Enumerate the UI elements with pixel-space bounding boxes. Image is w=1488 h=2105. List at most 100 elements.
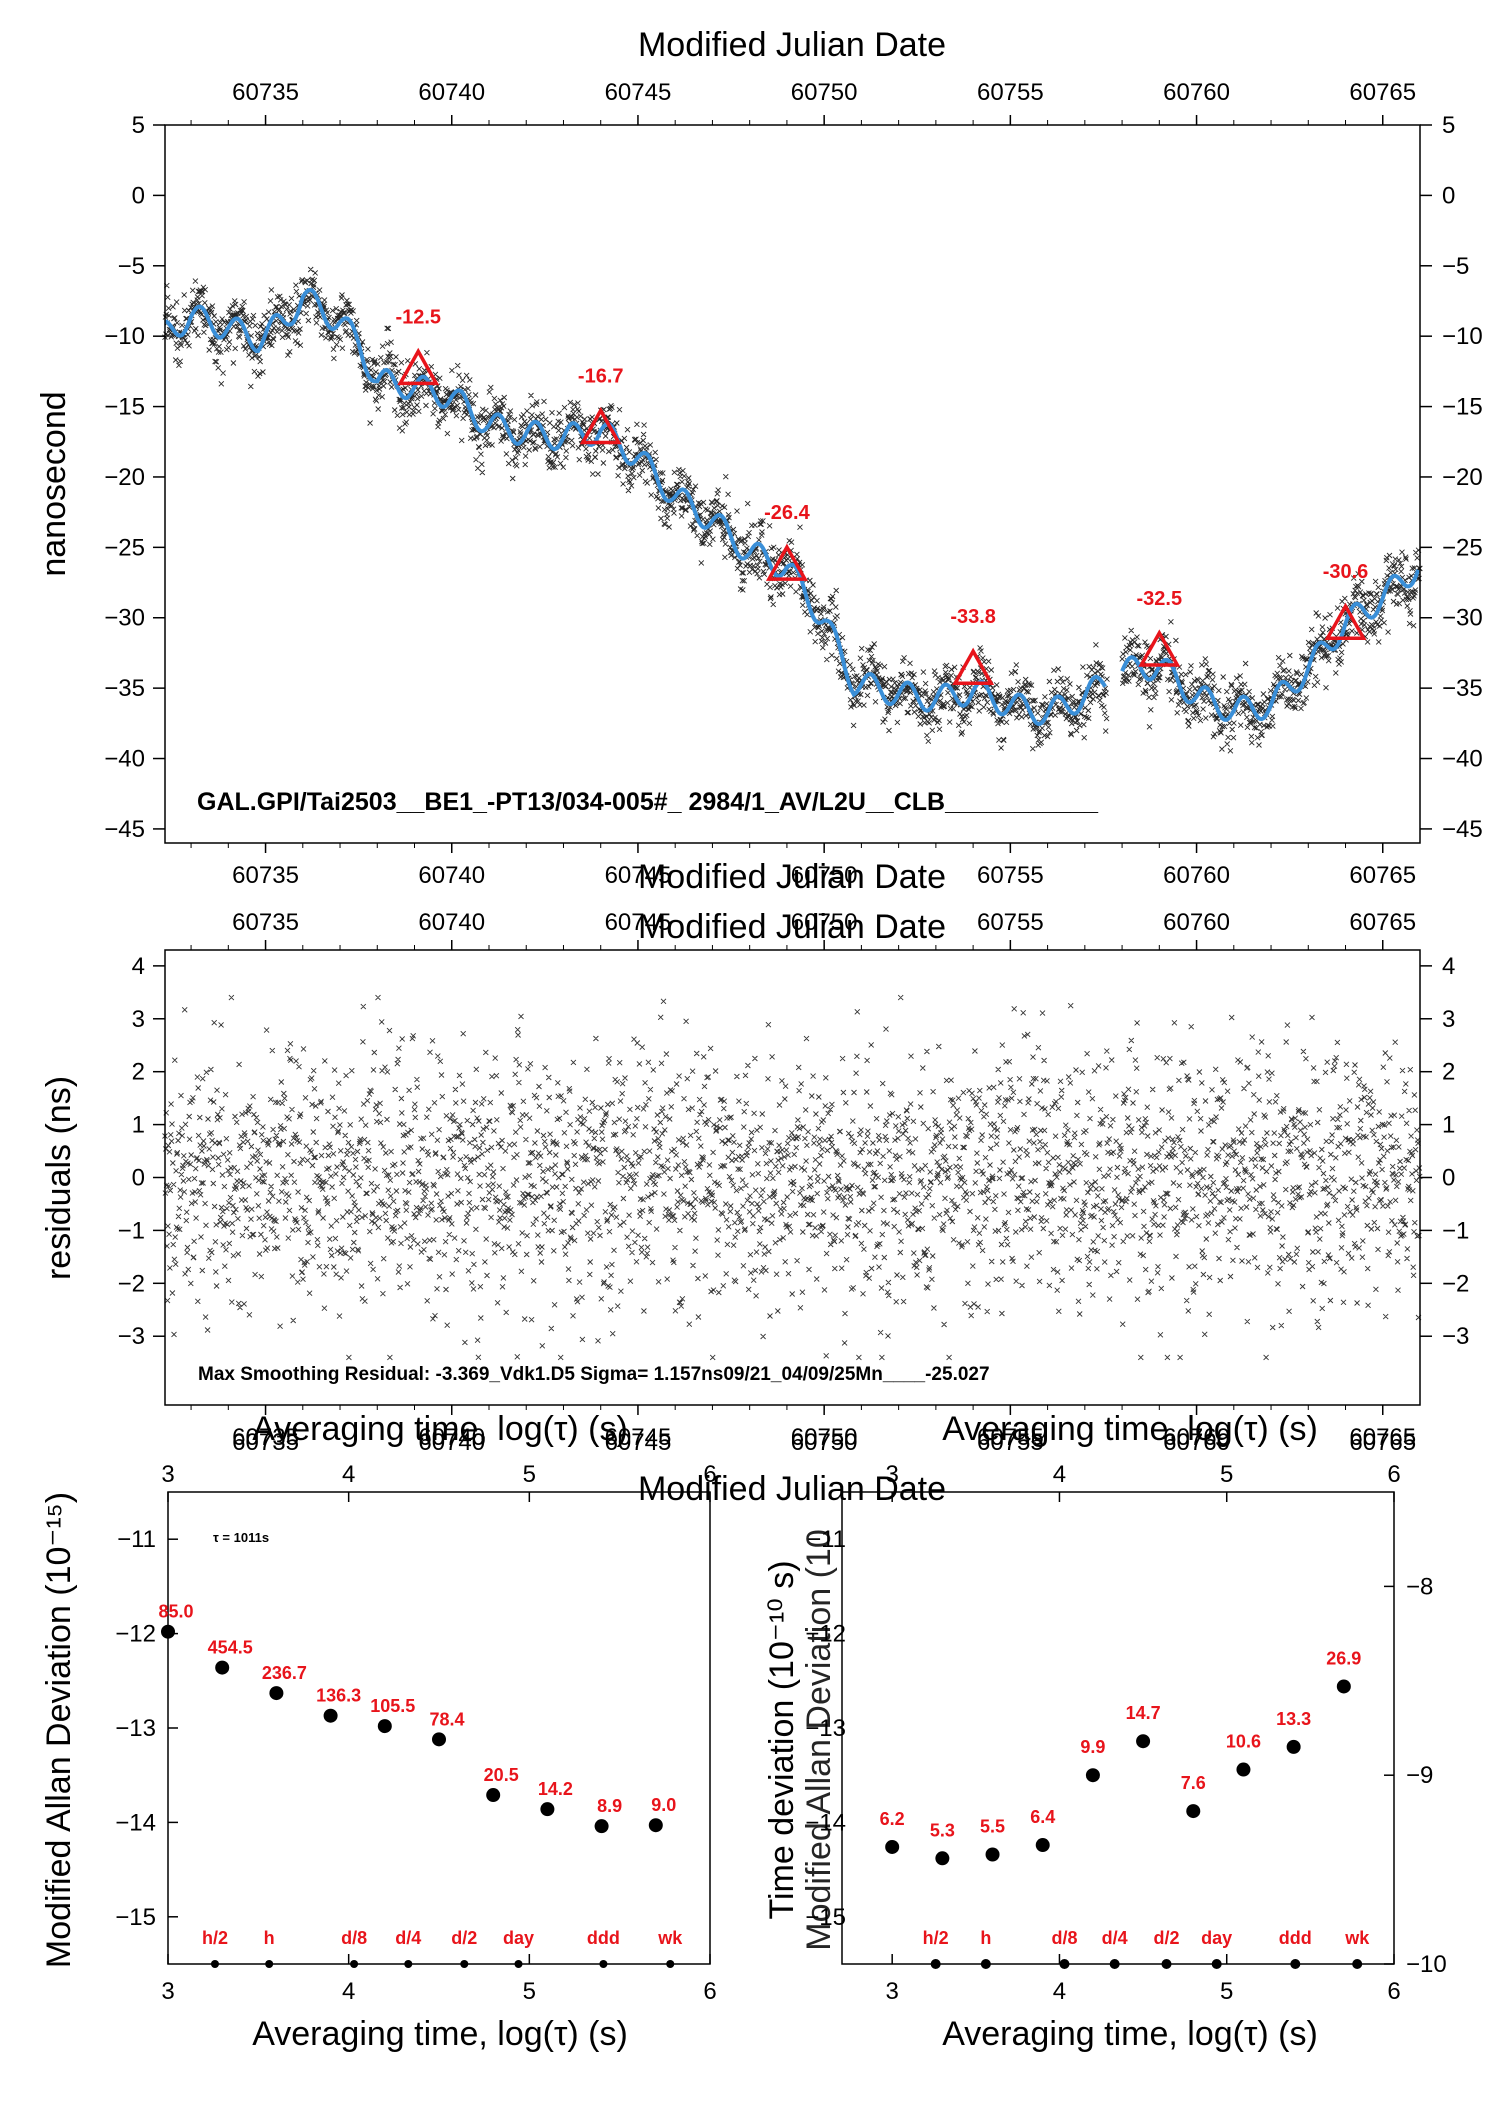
tdev-bottom-xlabel: Averaging time, log(τ) (s) xyxy=(942,2015,1318,2053)
overprint-tick-label: 60755 xyxy=(977,1429,1044,1456)
tdev-point-label: 26.9 xyxy=(1326,1648,1361,1668)
x-tick-label: 6 xyxy=(1387,1978,1400,2005)
ghost-tick-label: −12 xyxy=(805,1621,846,1648)
ghost-tick-label: −11 xyxy=(807,1526,846,1553)
daily-marker-label: -30.6 xyxy=(1323,561,1369,583)
y-tick-label: 4 xyxy=(132,953,145,980)
x-tick-label: 60750 xyxy=(791,909,858,936)
tdev-point xyxy=(1336,1679,1351,1694)
y-tick-label: 1 xyxy=(132,1112,145,1139)
residuals-axes: 60735 60735 60740 60740 60745 60745 60750 60750… xyxy=(118,909,1470,1451)
mdev-panel: 3 3 4 4 5 5 6 6 −11 −12 −13 −14 −15 85.0 454.5 236.7 13… xyxy=(40,1410,717,2053)
time-mark-label: d/8 xyxy=(1051,1928,1077,1948)
y-tick-label: −15 xyxy=(104,394,145,421)
right-y-tick-label: 3 xyxy=(1442,1006,1455,1033)
x-tick-label: 60765 xyxy=(1349,1424,1416,1451)
daily-marker-label: -12.5 xyxy=(395,306,441,328)
y-tick-label: −25 xyxy=(104,534,145,561)
right-y-tick-label: 0 xyxy=(1442,1165,1455,1192)
mdev-points: 85.0 454.5 236.7 136.3 105.5 78.4 20.5 14.2 8.9 9… xyxy=(158,1602,676,1834)
time-mark-label: d/8 xyxy=(341,1928,367,1948)
phase-plot-frame xyxy=(164,124,1421,844)
daily-marker-label: -32.5 xyxy=(1137,588,1183,610)
time-mark-label: day xyxy=(1201,1928,1232,1948)
y-tick-label: −3 xyxy=(118,1323,145,1350)
right-y-tick-label: −10 xyxy=(1442,323,1483,350)
x-tick-label: 5 xyxy=(523,1461,536,1488)
time-mark-label: d/2 xyxy=(451,1928,477,1948)
mdev-point xyxy=(269,1686,284,1701)
x-tick-label: 60745 xyxy=(605,909,672,936)
daily-marker-triangle xyxy=(1138,629,1181,667)
x-tick-label: 60765 xyxy=(1349,909,1416,936)
y-tick-label: 0 xyxy=(132,1165,145,1192)
y-tick-label: 0 xyxy=(132,182,145,209)
tdev-point xyxy=(1085,1768,1100,1783)
phase-panel: -12.5-16.7-26.4-33.8-32.5-30.6 607356073… xyxy=(35,26,1483,896)
x-tick-label: 60750 xyxy=(791,79,858,106)
time-mark-dot xyxy=(599,1960,608,1968)
time-mark-dot xyxy=(1352,1959,1363,1969)
time-mark-dot xyxy=(1059,1959,1070,1969)
mdev-tau-note: τ = 1011s xyxy=(213,1530,269,1545)
mdev-bottom-xlabel: Averaging time, log(τ) (s) xyxy=(252,2015,628,2053)
phase-top-xlabel: Modified Julian Date xyxy=(638,26,946,64)
x-tick-label: 4 xyxy=(342,1978,355,2005)
mdev-point-label: 105.5 xyxy=(370,1696,415,1716)
time-mark-dot xyxy=(930,1959,941,1969)
time-mark-dot xyxy=(460,1960,469,1968)
time-mark-dot xyxy=(1211,1959,1222,1969)
daily-markers: -12.5 -16.7 -26.4 -33.8 -32.5 -30.6 xyxy=(395,306,1369,685)
y-tick-label: −13 xyxy=(115,1715,156,1742)
y-tick-label: −20 xyxy=(104,464,145,491)
x-tick-label: 3 xyxy=(161,1978,174,2005)
right-y-tick-label: −40 xyxy=(1442,746,1483,773)
y-tick-label: 5 xyxy=(132,112,145,139)
x-tick-label: 4 xyxy=(1053,1978,1066,2005)
daily-marker-triangle xyxy=(397,347,440,386)
x-tick-label: 60765 xyxy=(1349,79,1416,106)
y-tick-label: −14 xyxy=(115,1809,156,1836)
ghost-tick-label: −13 xyxy=(805,1715,846,1742)
right-y-tick-label: −30 xyxy=(1442,605,1483,632)
x-tick-label: 60760 xyxy=(1163,909,1230,936)
tdev-point xyxy=(935,1851,950,1866)
right-y-tick-label: 1 xyxy=(1442,1112,1455,1139)
mdev-point xyxy=(215,1660,230,1675)
right-y-tick-label: 4 xyxy=(1442,953,1455,980)
tdev-panel: 3 3 4 4 5 5 6 6 −8 −9 −10 −11 −12 −13 −14 −15 6.2 5.3 5.5… xyxy=(763,1410,1447,2053)
tdev-point xyxy=(885,1839,900,1854)
time-mark-label: ddd xyxy=(587,1928,620,1948)
right-y-tick-label: 0 xyxy=(1442,182,1455,209)
x-tick-label: 3 xyxy=(886,1978,899,2005)
time-mark-label: d/4 xyxy=(1102,1928,1128,1948)
tdev-point xyxy=(1186,1804,1201,1819)
tdev-point-label: 7.6 xyxy=(1181,1773,1206,1793)
right-y-tick-label: −15 xyxy=(1442,394,1483,421)
mdev-point-label: 236.7 xyxy=(262,1663,307,1683)
phase-caption: GAL.GPI/Tai2503__BE1_-PT13/034-005#_ 298… xyxy=(197,788,1099,816)
x-tick-label: 60745 xyxy=(605,862,672,889)
time-mark-dot xyxy=(404,1960,413,1968)
mdev-axes: 3 3 4 4 5 5 6 6 −11 −12 −13 −14 −15 xyxy=(115,1461,716,2005)
mdev-point xyxy=(486,1788,501,1803)
time-mark-dot xyxy=(1290,1959,1301,1969)
mdev-point xyxy=(594,1819,609,1834)
time-mark-dot xyxy=(666,1960,675,1968)
y-tick-label: −10 xyxy=(104,323,145,350)
x-tick-label: 60750 xyxy=(791,862,858,889)
daily-marker-label: -16.7 xyxy=(578,366,624,388)
x-tick-label: 60735 xyxy=(232,909,299,936)
time-mark-label: wk xyxy=(657,1928,683,1948)
daily-marker-label: -33.8 xyxy=(950,606,996,628)
time-mark-dot xyxy=(350,1960,359,1968)
y-tick-label: 2 xyxy=(132,1059,145,1086)
tdev-time-marks: h/2 h d/8 d/4 d/2 day ddd wk xyxy=(923,1928,1370,1969)
y-tick-label: −30 xyxy=(104,605,145,632)
time-mark-label: h xyxy=(980,1928,991,1948)
x-tick-label: 60765 xyxy=(1349,862,1416,889)
right-y-tick-label: 5 xyxy=(1442,112,1455,139)
mdev-point-label: 8.9 xyxy=(597,1796,622,1816)
overprinted-labels: Modified Julian Date 60735 60740 60745 6075… xyxy=(232,1429,1416,1508)
